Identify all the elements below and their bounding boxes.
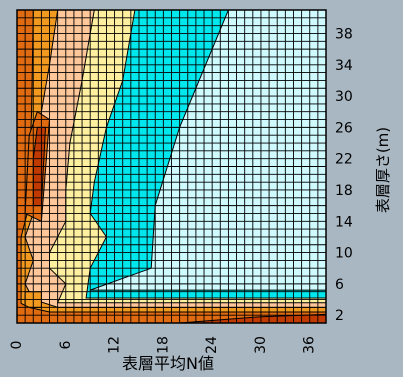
grid-lines xyxy=(17,10,326,323)
x-tick-label: 0 xyxy=(9,341,25,350)
x-tick-label: 12 xyxy=(107,336,123,354)
y-tick-label: 38 xyxy=(335,26,353,42)
x-axis-ticks: 0 6 12 18 24 30 36 xyxy=(9,336,318,354)
y-tick-label: 26 xyxy=(335,120,353,136)
x-tick-label: 18 xyxy=(155,336,171,354)
y-tick-label: 14 xyxy=(335,214,353,230)
y-tick-label: 22 xyxy=(335,152,353,168)
y-tick-label: 30 xyxy=(335,89,353,105)
plot-frame xyxy=(16,9,327,324)
x-tick-label: 24 xyxy=(204,336,220,354)
y-tick-label: 18 xyxy=(335,183,353,199)
x-tick-label: 36 xyxy=(302,336,318,354)
x-tick-label: 6 xyxy=(58,340,74,349)
x-axis-label: 表層平均N値 xyxy=(122,354,214,373)
y-axis-label: 表層厚さ(m) xyxy=(374,127,392,213)
y-tick-label: 2 xyxy=(335,308,344,324)
x-tick-label: 30 xyxy=(253,336,269,354)
y-tick-label: 6 xyxy=(335,277,344,293)
y-tick-label: 10 xyxy=(335,246,353,262)
y-tick-label: 34 xyxy=(335,58,353,74)
